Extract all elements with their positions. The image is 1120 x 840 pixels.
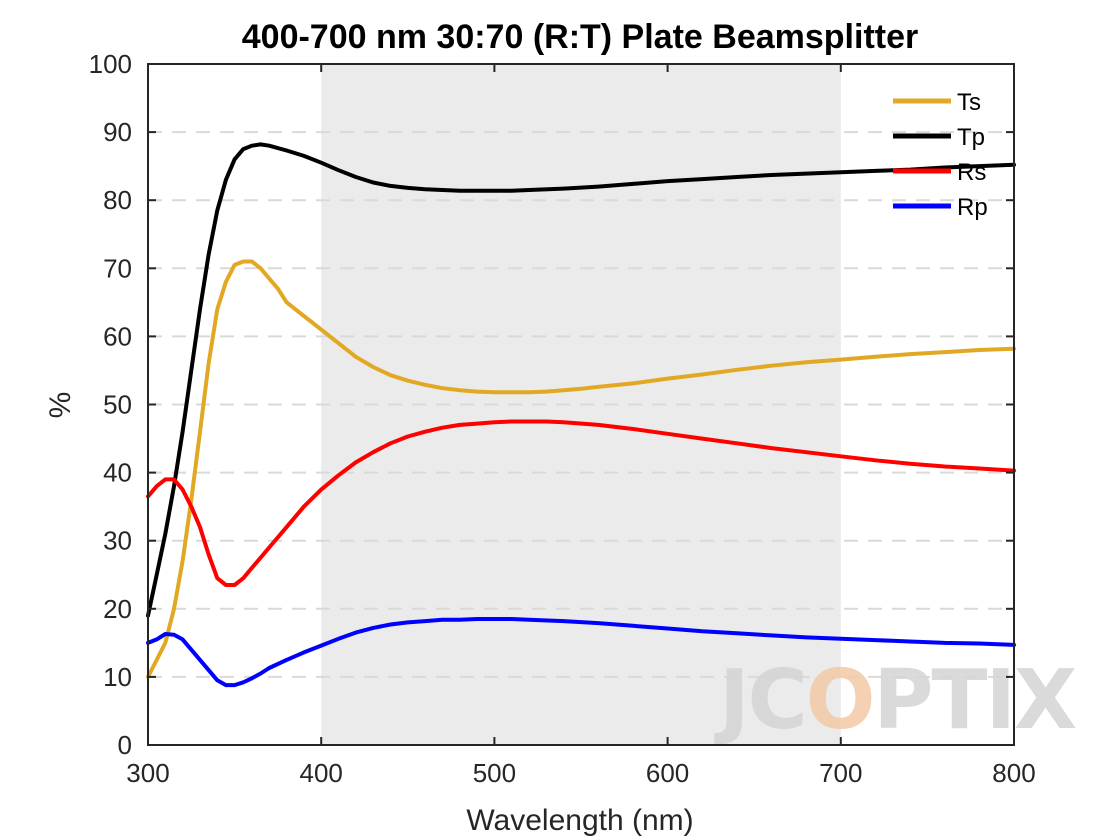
- chart-title: 400-700 nm 30:70 (R:T) Plate Beamsplitte…: [242, 18, 918, 56]
- legend-label-rs: Rs: [957, 159, 986, 186]
- x-tick-label: 300: [126, 758, 169, 788]
- y-tick-label: 60: [103, 321, 132, 351]
- series-line-tp: [146, 142, 1016, 618]
- x-tick-label: 400: [300, 758, 343, 788]
- x-tick-label: 500: [473, 758, 516, 788]
- x-tick-label: 800: [992, 758, 1035, 788]
- y-tick-label: 40: [103, 458, 132, 488]
- y-tick-label: 50: [103, 390, 132, 420]
- legend-label-ts: Ts: [957, 89, 981, 116]
- watermark-text: JCOPTIX: [714, 653, 1076, 748]
- axes: [147, 63, 1015, 746]
- y-tick-label: 90: [103, 117, 132, 147]
- y-tick-label: 10: [103, 662, 132, 692]
- series-line-rp: [146, 617, 1016, 688]
- series-line-rs: [146, 419, 1016, 587]
- x-tick-label: 700: [819, 758, 862, 788]
- y-axis-label: %: [44, 392, 77, 419]
- y-tick-label: 0: [118, 730, 132, 760]
- legend: Ts Tp Rs Rp: [893, 89, 988, 221]
- y-tick-label: 20: [103, 594, 132, 624]
- y-tick-label: 30: [103, 526, 132, 556]
- y-tick-label: 70: [103, 253, 132, 283]
- x-axis-label: Wavelength (nm): [466, 804, 693, 837]
- grid-lines: [148, 131, 1014, 678]
- series-lines: [146, 142, 1016, 688]
- x-tick-label: 600: [646, 758, 689, 788]
- y-tick-label: 100: [89, 49, 132, 79]
- watermark-logo: JCOPTIX: [714, 653, 1078, 748]
- legend-label-tp: Tp: [957, 124, 985, 151]
- y-tick-labels: 0 10 20 30 40 50 60 70 80 90 100: [89, 49, 132, 760]
- y-tick-label: 80: [103, 185, 132, 215]
- x-tick-labels: 300 400 500 600 700 800: [126, 758, 1035, 788]
- legend-label-rp: Rp: [957, 194, 988, 221]
- series-line-ts: [146, 259, 1016, 679]
